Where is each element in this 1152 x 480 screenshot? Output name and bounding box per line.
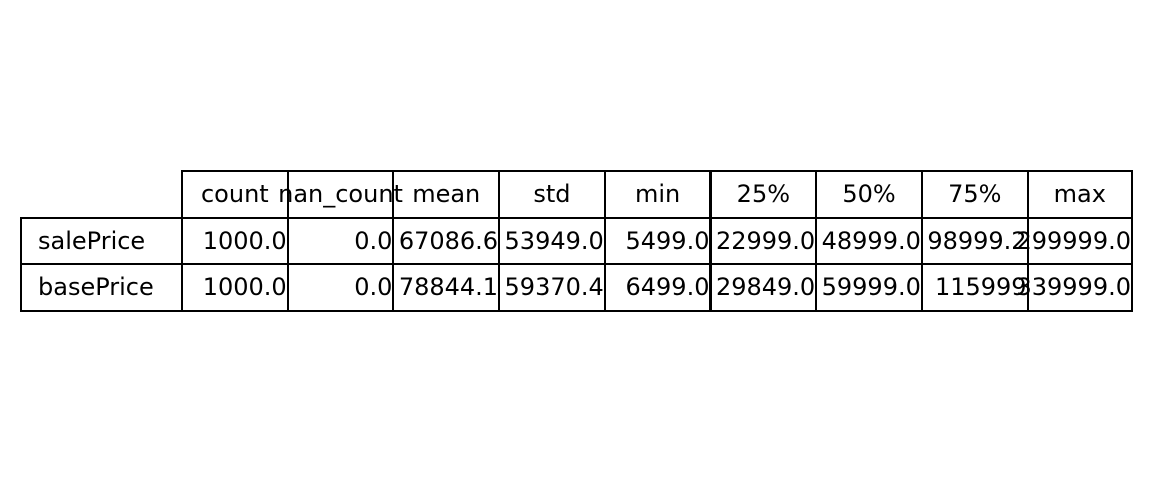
- column-header-text: min: [635, 180, 681, 209]
- table-cell: 98999.2: [920, 216, 1029, 265]
- table-cell-text: 1000.0: [202, 226, 287, 255]
- column-header: nan_count: [278, 170, 403, 219]
- table-cell: 1000.0: [181, 216, 289, 265]
- table-cell-text: 59999.0: [821, 273, 921, 302]
- table-cell: 115999: [920, 263, 1029, 312]
- table-cell: 0.0: [286, 263, 395, 312]
- column-header-text: 75%: [948, 180, 1002, 209]
- column-header-text: mean: [412, 180, 481, 209]
- row-label: basePrice: [20, 263, 184, 312]
- table-cell-text: 299999.0: [1016, 226, 1131, 255]
- table-cell: 339999.0: [1016, 263, 1133, 312]
- column-header: count: [181, 170, 289, 219]
- table-cell-text: 59370.4: [504, 273, 604, 302]
- table-cell: 1000.0: [181, 263, 289, 312]
- table-cell-text: 5499.0: [625, 226, 710, 255]
- table-cell: 59370.4: [498, 263, 606, 312]
- column-header-text: max: [1053, 180, 1106, 209]
- table-cell: 67086.6: [392, 216, 501, 265]
- table-cell-text: 78844.1: [398, 273, 499, 302]
- column-header: mean: [392, 170, 501, 219]
- table-cell-text: 48999.0: [821, 226, 921, 255]
- column-header: max: [1026, 170, 1133, 219]
- table-cell-text: 67086.6: [398, 226, 499, 255]
- column-header: 50%: [815, 170, 923, 219]
- table-cell-text: 6499.0: [625, 273, 710, 302]
- table-cell: 78844.1: [392, 263, 501, 312]
- table-cell: 29849.0: [709, 263, 818, 312]
- table-cell-text: 53949.0: [504, 226, 604, 255]
- table-cell-text: 98999.2: [927, 226, 1027, 255]
- row-label: salePrice: [20, 216, 184, 265]
- column-header-text: 50%: [842, 180, 896, 209]
- table-cell: 53949.0: [498, 216, 606, 265]
- table-cell-text: 0.0: [354, 226, 393, 255]
- table-cell: 59999.0: [815, 263, 923, 312]
- column-header-text: 25%: [736, 180, 791, 209]
- table-cell: 299999.0: [1016, 216, 1133, 265]
- table-cell-text: 0.0: [354, 273, 393, 302]
- table-cell: 0.0: [286, 216, 395, 265]
- column-header-text: std: [533, 180, 571, 209]
- table-cell: 6499.0: [603, 263, 712, 312]
- table-cell-text: 1000.0: [202, 273, 287, 302]
- column-header-text: nan_count: [278, 180, 403, 209]
- column-header-text: count: [200, 180, 269, 209]
- table-cell-text: 29849.0: [715, 273, 816, 302]
- row-label-text: basePrice: [38, 273, 154, 302]
- row-label-text: salePrice: [38, 226, 146, 255]
- column-header: std: [498, 170, 606, 219]
- column-header: 75%: [920, 170, 1029, 219]
- table-cell-text: 115999: [934, 273, 1027, 302]
- table-cell-text: 22999.0: [715, 226, 816, 255]
- table-cell: 22999.0: [709, 216, 818, 265]
- column-header: min: [603, 170, 712, 219]
- column-header: 25%: [709, 170, 818, 219]
- table-cell-text: 339999.0: [1016, 273, 1131, 302]
- table-cell: 5499.0: [603, 216, 712, 265]
- table-cell: 48999.0: [815, 216, 923, 265]
